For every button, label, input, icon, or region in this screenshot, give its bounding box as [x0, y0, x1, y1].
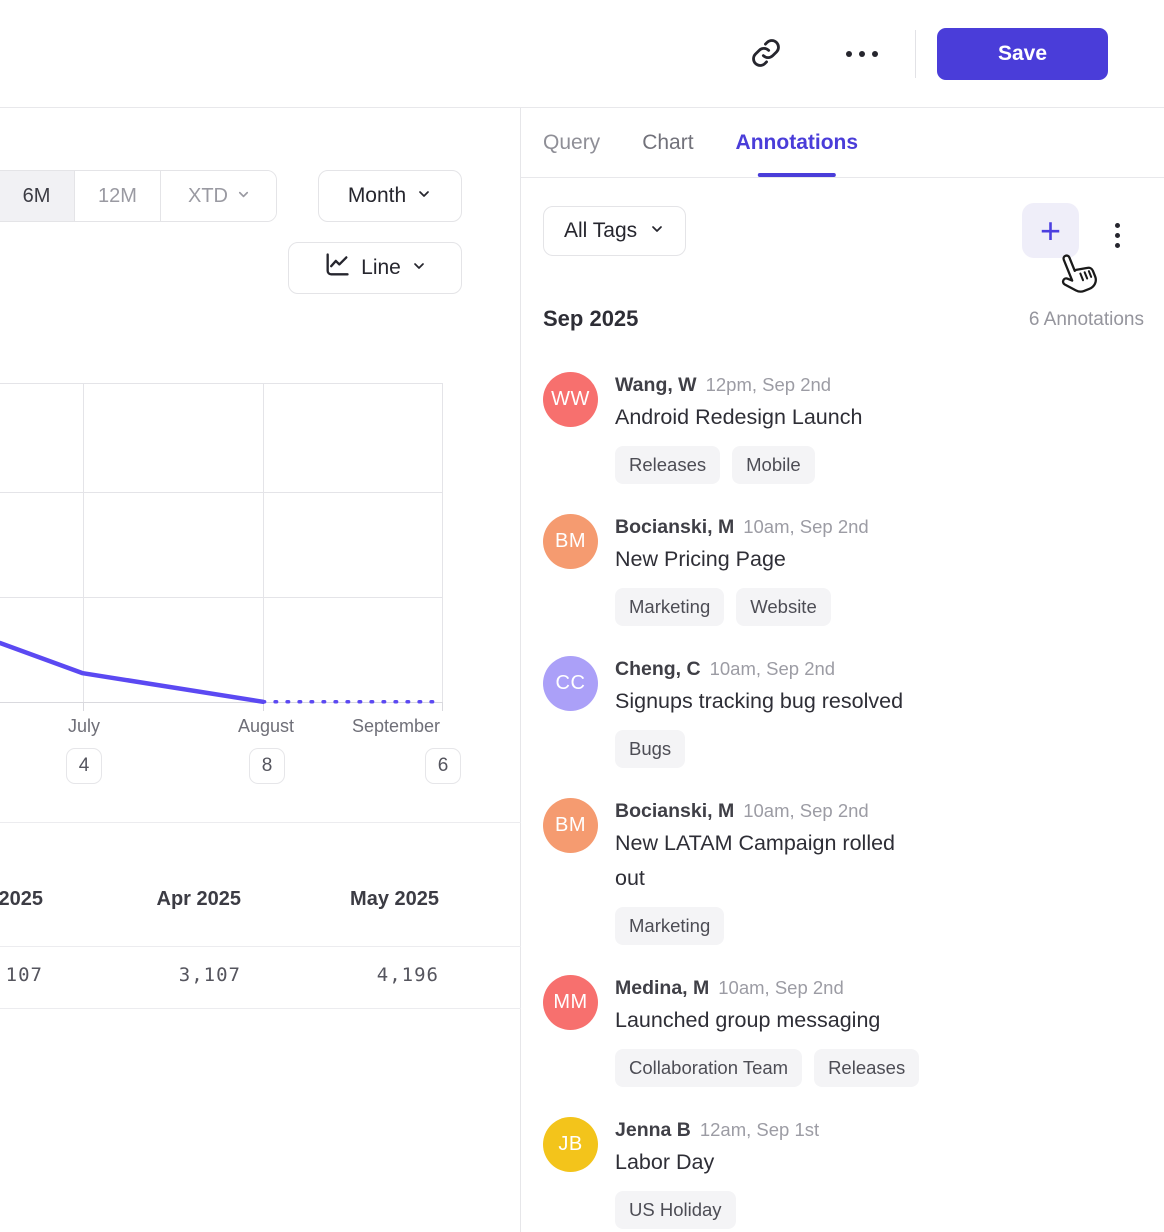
annotation-timestamp: 12pm, Sep 2nd [705, 374, 832, 395]
tag-chip[interactable]: Collaboration Team [615, 1049, 803, 1087]
annotation-author: Bocianski, M [615, 516, 735, 538]
annotation-row[interactable]: BM Bocianski, M 10am, Sep 2nd New LATAM … [543, 798, 1146, 945]
table-value-may: 4,196 [376, 964, 439, 986]
x-axis-label-july: July [67, 716, 101, 736]
annotation-author: Wang, W [615, 374, 697, 396]
annotation-title: Signups tracking bug resolved [615, 689, 904, 713]
avatar: MM [543, 975, 598, 1030]
table-header-may: May 2025 [350, 888, 439, 910]
annotation-count-badge-august[interactable]: 8 [249, 748, 285, 784]
tag-list: US Holiday [615, 1191, 819, 1229]
more-options-button[interactable] [838, 32, 886, 76]
tag-list: Marketing [615, 907, 927, 945]
tag-chip[interactable]: Mobile [732, 446, 815, 484]
table-value-apr: 3,107 [178, 964, 241, 986]
annotation-timestamp: 10am, Sep 2nd [743, 800, 869, 821]
annotation-title: New LATAM Campaign rolled out [615, 831, 896, 890]
tag-chip[interactable]: Releases [814, 1049, 920, 1087]
annotation-timestamp: 10am, Sep 2nd [743, 516, 869, 537]
annotation-list: WW Wang, W 12pm, Sep 2nd Android Redesig… [543, 372, 1146, 1232]
table-top-border [0, 822, 521, 823]
tab-chart[interactable]: Chart [642, 108, 693, 177]
avatar: BM [543, 798, 598, 853]
top-bar: Save [0, 0, 1164, 108]
x-axis-label-september: September [351, 716, 441, 736]
tag-list: Releases Mobile [615, 446, 862, 484]
chart-line [0, 640, 266, 705]
annotation-title: Android Redesign Launch [615, 405, 863, 429]
annotation-timestamp: 10am, Sep 2nd [718, 977, 844, 998]
table-header-mar: 2025 [0, 888, 43, 910]
tag-list: Bugs [615, 730, 903, 768]
table-bottom-border [0, 1008, 521, 1009]
tab-query[interactable]: Query [543, 108, 600, 177]
table-header-apr: Apr 2025 [156, 888, 242, 910]
avatar: CC [543, 656, 598, 711]
kebab-icon [1114, 222, 1120, 228]
panel-menu-button[interactable] [1104, 213, 1130, 257]
table-value-mar: 107 [5, 964, 43, 986]
annotation-row[interactable]: WW Wang, W 12pm, Sep 2nd Android Redesig… [543, 372, 1146, 484]
header-divider [915, 30, 916, 78]
annotation-timestamp: 12am, Sep 1st [699, 1119, 820, 1140]
range-xtd-button[interactable]: XTD [161, 171, 276, 221]
chevron-down-icon [416, 184, 432, 208]
chevron-down-icon [236, 185, 251, 208]
tag-list: Collaboration Team Releases [615, 1049, 920, 1087]
annotation-title: Launched group messaging [615, 1008, 881, 1032]
annotation-group-title: Sep 2025 [543, 306, 639, 331]
save-button[interactable]: Save [937, 28, 1108, 80]
annotation-title: Labor Day [615, 1150, 715, 1174]
x-axis-label-august: August [237, 716, 295, 736]
date-range-segmented-control: 6M 12M XTD [0, 170, 277, 222]
line-chart-plot[interactable] [0, 383, 446, 717]
annotation-author: Cheng, C [615, 658, 701, 680]
chart-type-dropdown[interactable]: Line [288, 242, 462, 294]
tag-list: Marketing Website [615, 588, 869, 626]
annotation-count-badge-july[interactable]: 4 [66, 748, 102, 784]
avatar: JB [543, 1117, 598, 1172]
tag-chip[interactable]: US Holiday [615, 1191, 736, 1229]
panel-tabs: Query Chart Annotations [521, 108, 1164, 178]
annotation-count-badge-september[interactable]: 6 [425, 748, 461, 784]
avatar: WW [543, 372, 598, 427]
annotation-row[interactable]: MM Medina, M 10am, Sep 2nd Launched grou… [543, 975, 1146, 1087]
annotation-timestamp: 10am, Sep 2nd [709, 658, 836, 679]
annotation-author: Bocianski, M [615, 800, 735, 822]
range-6m-button[interactable]: 6M [0, 171, 75, 221]
table-separator [0, 946, 521, 947]
interval-dropdown[interactable]: Month [318, 170, 462, 222]
link-icon [750, 37, 782, 72]
tab-annotations[interactable]: Annotations [736, 108, 858, 177]
annotation-author: Medina, M [615, 977, 710, 999]
tag-filter-dropdown[interactable]: All Tags [543, 206, 687, 256]
annotation-row[interactable]: BM Bocianski, M 10am, Sep 2nd New Pricin… [543, 514, 1146, 626]
tag-chip[interactable]: Releases [615, 446, 721, 484]
ellipsis-icon [846, 51, 852, 57]
tag-chip[interactable]: Marketing [615, 588, 725, 626]
annotation-row[interactable]: CC Cheng, C 10am, Sep 2nd Signups tracki… [543, 656, 1146, 768]
annotations-panel: Query Chart Annotations All Tags + [521, 108, 1164, 1232]
chart-panel: 6M 12M XTD Month Line [0, 108, 521, 1232]
range-12m-button[interactable]: 12M [75, 171, 161, 221]
avatar: BM [543, 514, 598, 569]
chevron-down-icon [649, 219, 665, 243]
add-annotation-button[interactable]: + [1022, 203, 1079, 258]
line-chart-icon [323, 251, 351, 285]
annotation-author: Jenna B [615, 1119, 691, 1141]
annotation-title: New Pricing Page [615, 547, 786, 571]
annotation-count-label: 6 Annotations [1028, 309, 1144, 330]
tag-chip[interactable]: Marketing [615, 907, 725, 945]
copy-link-button[interactable] [744, 32, 788, 76]
annotation-row[interactable]: JB Jenna B 12am, Sep 1st Labor Day US Ho… [543, 1117, 1146, 1229]
tag-chip[interactable]: Website [736, 588, 831, 626]
chevron-down-icon [411, 256, 427, 280]
tag-chip[interactable]: Bugs [615, 730, 686, 768]
